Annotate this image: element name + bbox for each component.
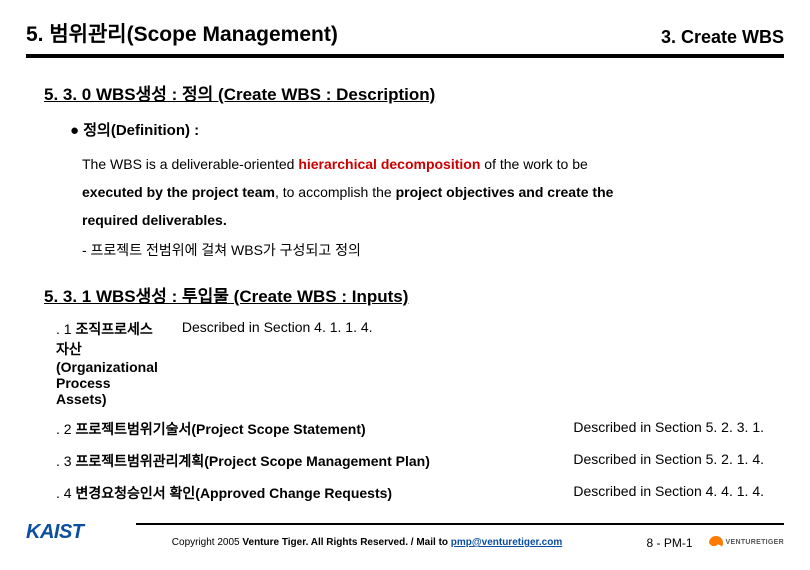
input-item-label: . 3 프로젝트범위관리계획(Project Scope Management … xyxy=(56,451,430,471)
section-531-title: 5. 3. 1 WBS생성 : 투입물 (Create WBS : Inputs… xyxy=(44,282,784,307)
copy-a: Copyright 2005 xyxy=(172,537,243,548)
venturetiger-logo: VENTURETIGER xyxy=(709,536,784,550)
copy-c: All Rights Reserved. / Mail to xyxy=(308,537,450,548)
input-item: . 3 프로젝트범위관리계획(Project Scope Management … xyxy=(56,451,764,471)
input-item-desc: Described in Section 5. 2. 3. 1. xyxy=(559,419,764,439)
def-text-2b: , to accomplish the xyxy=(275,184,396,200)
input-item-label: . 1 조직프로세스자산(Organizational Process Asse… xyxy=(56,319,158,407)
input-item-desc: Described in Section 5. 2. 1. 4. xyxy=(559,451,764,471)
vt-swirl-icon xyxy=(709,536,723,550)
vt-text: VENTURETIGER xyxy=(726,539,784,546)
copy-b: Venture Tiger. xyxy=(242,537,308,548)
page-header: 5. 범위관리(Scope Management) 3. Create WBS xyxy=(26,18,784,58)
def-text-1b: of the work to be xyxy=(480,156,587,172)
input-item: . 2 프로젝트범위기술서(Project Scope Statement) De… xyxy=(56,419,764,439)
section-530-title: 5. 3. 0 WBS생성 : 정의 (Create WBS : Descrip… xyxy=(44,80,784,105)
input-item-label: . 4 변경요청승인서 확인(Approved Change Requests) xyxy=(56,483,392,503)
header-title-right: 3. Create WBS xyxy=(661,27,784,48)
page-footer: KAIST Copyright 2005 Venture Tiger. All … xyxy=(26,523,784,554)
page-number: 8 - PM-1 xyxy=(647,536,693,550)
copyright-text: Copyright 2005 Venture Tiger. All Rights… xyxy=(102,537,633,548)
copy-mail: pmp@venturetiger.com xyxy=(451,537,562,548)
def-text-2a: executed by the project team xyxy=(82,184,275,200)
definition-note: - 프로젝트 전범위에 걸쳐 WBS가 구성되고 정의 xyxy=(82,240,784,260)
definition-label: ● 정의(Definition) : xyxy=(70,119,784,140)
def-text-1a: The WBS is a deliverable-oriented xyxy=(82,156,298,172)
inputs-list: . 1 조직프로세스자산(Organizational Process Asse… xyxy=(26,319,784,503)
input-item: . 4 변경요청승인서 확인(Approved Change Requests)… xyxy=(56,483,764,503)
header-title-left: 5. 범위관리(Scope Management) xyxy=(26,18,338,48)
input-item-label: . 2 프로젝트범위기술서(Project Scope Statement) xyxy=(56,419,366,439)
footer-divider xyxy=(136,523,784,525)
input-item-desc: Described in Section 4. 1. 1. 4. xyxy=(168,319,373,407)
input-item-desc: Described in Section 4. 4. 1. 4. xyxy=(559,483,764,503)
def-text-3: required deliverables. xyxy=(82,212,227,228)
def-text-red: hierarchical decomposition xyxy=(298,156,480,172)
definition-body: The WBS is a deliverable-oriented hierar… xyxy=(82,150,764,234)
def-text-2c: project objectives and create the xyxy=(396,184,614,200)
kaist-logo: KAIST xyxy=(26,521,84,544)
input-item: . 1 조직프로세스자산(Organizational Process Asse… xyxy=(56,319,764,407)
